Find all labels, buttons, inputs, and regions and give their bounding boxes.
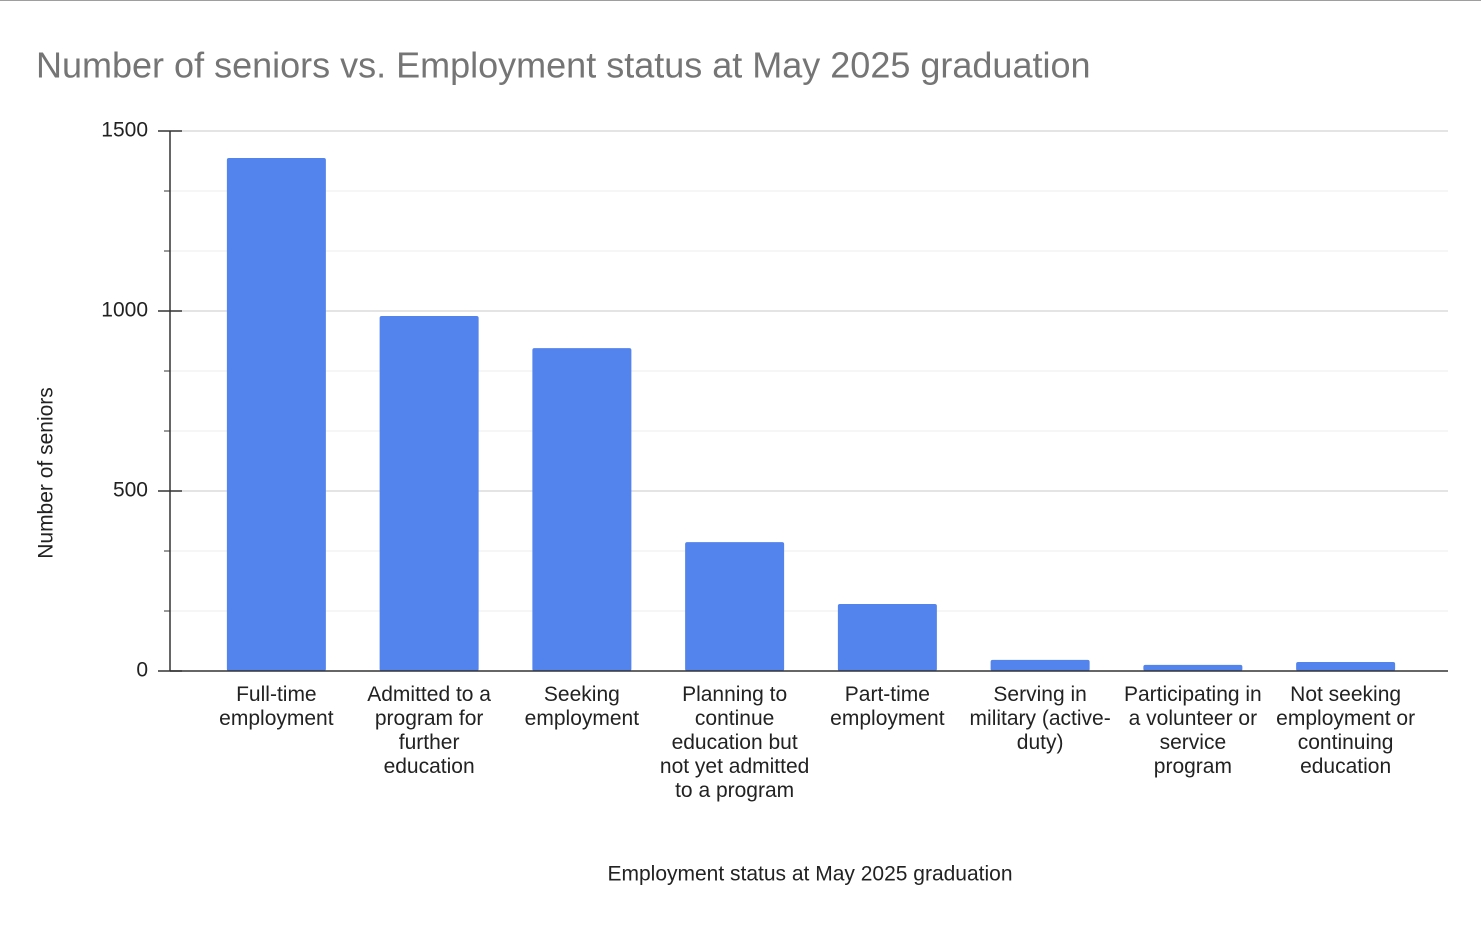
- x-tick-label: Full-time employment: [219, 683, 334, 730]
- x-tick-label: Participating in a volunteer or service …: [1124, 683, 1262, 778]
- x-tick-label: Seeking employment: [524, 683, 640, 730]
- y-axis-title: Number of seniors: [35, 387, 58, 559]
- x-tick-label: Admitted to a program for further educat…: [367, 683, 491, 778]
- x-tick-label: Serving in military (active-duty): [969, 683, 1111, 754]
- x-axis-title: Employment status at May 2025 graduation: [607, 863, 1012, 886]
- bar: [1143, 664, 1243, 671]
- bar: [685, 542, 785, 671]
- x-tick-label: Planning to continue education but not y…: [659, 683, 810, 802]
- y-tick-label: 0: [136, 659, 148, 682]
- bar: [532, 348, 632, 671]
- bar: [379, 316, 479, 671]
- y-tick-label: 1000: [101, 299, 148, 322]
- y-tick-label: 500: [113, 479, 148, 502]
- x-tick-label: Part-time employment: [830, 683, 945, 730]
- bar: [1296, 662, 1396, 671]
- bar: [837, 604, 937, 671]
- y-tick-label: 1500: [101, 119, 148, 142]
- bar: [226, 158, 326, 671]
- bar: [990, 659, 1090, 671]
- chart-title: Number of seniors vs. Employment status …: [36, 45, 1091, 86]
- x-tick-label: Not seeking employment or continuing edu…: [1276, 683, 1416, 778]
